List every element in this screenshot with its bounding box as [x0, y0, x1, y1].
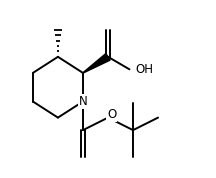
- Text: OH: OH: [136, 63, 154, 76]
- Text: O: O: [107, 108, 116, 121]
- Polygon shape: [83, 54, 110, 73]
- Text: N: N: [79, 95, 87, 108]
